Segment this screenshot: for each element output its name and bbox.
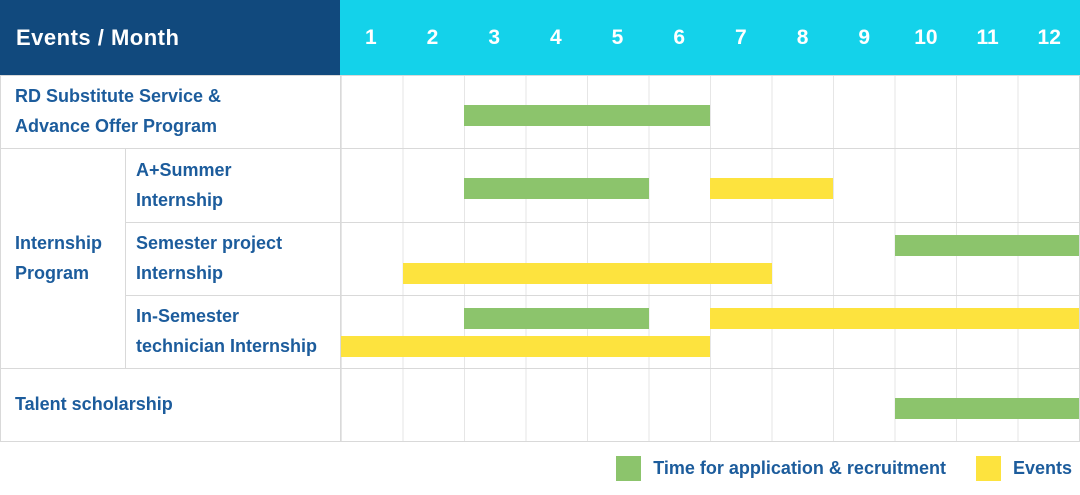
row-label: A+Summer Internship <box>126 149 341 222</box>
row-label: RD Substitute Service & Advance Offer Pr… <box>1 76 341 148</box>
legend-label-events: Events <box>1012 458 1072 478</box>
row-label: Semester project Internship <box>126 223 341 295</box>
event-bar <box>341 336 710 357</box>
application-bar <box>894 235 1079 256</box>
month-label: 12 <box>1037 25 1061 49</box>
event-bar <box>710 178 833 199</box>
table-row-talent-scholarship: Talent scholarship <box>1 368 1079 441</box>
gantt-table: Events / Month 1 2 3 4 5 6 7 8 9 10 11 12 RD Substi… <box>0 0 1080 442</box>
bar-track <box>341 369 1079 441</box>
month-label: 5 <box>611 25 624 49</box>
application-swatch-icon <box>616 456 642 481</box>
application-bar <box>464 308 649 329</box>
month-label: 6 <box>673 25 686 49</box>
month-label: 10 <box>914 25 938 49</box>
legend-item-events: Events <box>975 456 1072 481</box>
row-label: Talent scholarship <box>1 369 341 441</box>
legend-item-application: Time for application & recruitment <box>616 456 946 481</box>
events-swatch-icon <box>975 456 1001 481</box>
bar-track <box>341 223 1079 295</box>
table-row-a-plus-summer: A+Summer Internship <box>126 149 1079 222</box>
month-label: 7 <box>735 25 747 49</box>
table-body: RD Substitute Service & Advance Offer Pr… <box>0 75 1080 442</box>
legend: Time for application & recruitment Event… <box>0 442 1080 495</box>
application-bar <box>464 105 710 126</box>
table-row-semester-project: Semester project Internship <box>126 222 1079 295</box>
table-header-row: Events / Month 1 2 3 4 5 6 7 8 9 10 11 12 <box>0 0 1080 75</box>
table-row-in-semester-technician: In-Semester technician Internship <box>126 295 1079 368</box>
month-header-row: 1 2 3 4 5 6 7 8 9 10 11 12 <box>340 0 1080 75</box>
event-bar <box>402 263 772 284</box>
internship-program-group: Internship Program A+Summer Internship S… <box>1 148 1079 368</box>
bar-track <box>341 76 1079 148</box>
table-row-rd-substitute: RD Substitute Service & Advance Offer Pr… <box>1 75 1079 148</box>
month-label: 8 <box>796 25 809 49</box>
application-bar <box>464 178 649 199</box>
month-label: 9 <box>858 25 871 49</box>
application-bar <box>894 398 1079 419</box>
month-label: 3 <box>488 25 501 49</box>
month-label: 2 <box>426 25 439 49</box>
month-label: 11 <box>976 25 999 49</box>
group-rows: A+Summer Internship Semester project Int… <box>126 149 1079 368</box>
event-bar <box>710 308 1079 329</box>
row-label: In-Semester technician Internship <box>126 296 341 368</box>
group-label: Internship Program <box>1 149 126 368</box>
legend-label-application: Time for application & recruitment <box>653 458 946 478</box>
table-title: Events / Month <box>0 0 340 75</box>
month-label: 4 <box>550 25 562 49</box>
bar-track <box>341 149 1079 222</box>
month-label: 1 <box>364 25 377 49</box>
bar-track <box>341 296 1079 368</box>
